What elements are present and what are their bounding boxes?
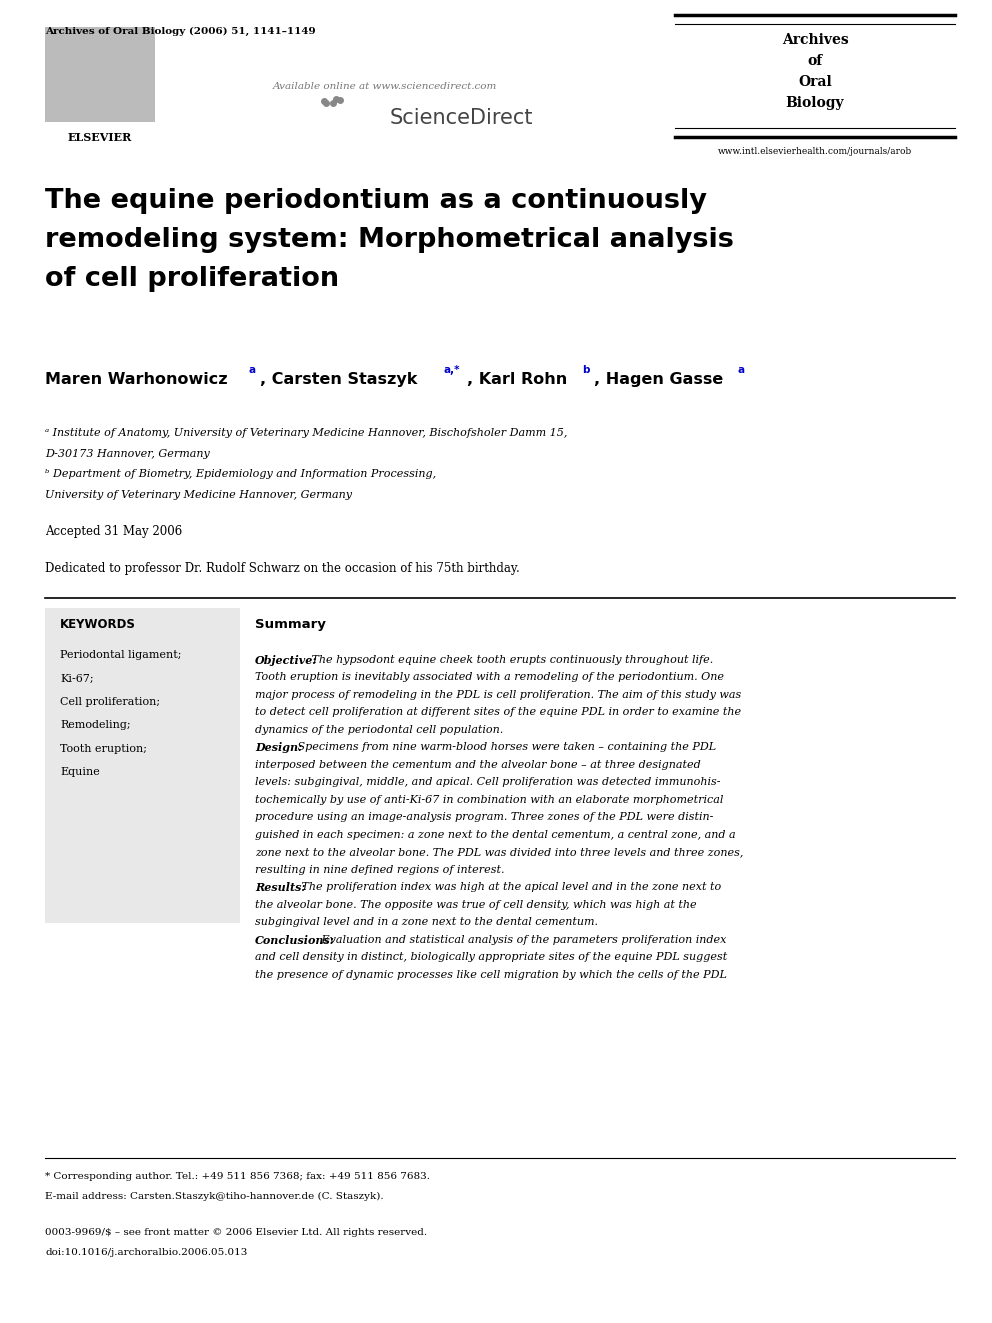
Text: the presence of dynamic processes like cell migration by which the cells of the : the presence of dynamic processes like c…	[255, 970, 727, 980]
Text: dynamics of the periodontal cell population.: dynamics of the periodontal cell populat…	[255, 725, 503, 736]
Text: and cell density in distinct, biologically appropriate sites of the equine PDL s: and cell density in distinct, biological…	[255, 953, 727, 963]
Text: ScienceDirect: ScienceDirect	[390, 108, 534, 128]
Text: Accepted 31 May 2006: Accepted 31 May 2006	[45, 525, 183, 538]
Text: Remodeling;: Remodeling;	[60, 721, 131, 730]
Text: Design:: Design:	[255, 742, 303, 754]
Text: procedure using an image-analysis program. Three zones of the PDL were distin-: procedure using an image-analysis progra…	[255, 812, 713, 823]
Text: Dedicated to professor Dr. Rudolf Schwarz on the occasion of his 75th birthday.: Dedicated to professor Dr. Rudolf Schwar…	[45, 562, 520, 576]
Text: D-30173 Hannover, Germany: D-30173 Hannover, Germany	[45, 448, 209, 459]
Text: Maren Warhonowicz: Maren Warhonowicz	[45, 372, 227, 388]
Text: Results:: Results:	[255, 882, 306, 893]
Text: interposed between the cementum and the alveolar bone – at three designated: interposed between the cementum and the …	[255, 759, 700, 770]
Text: , Hagen Gasse: , Hagen Gasse	[594, 372, 723, 388]
Text: subgingival level and in a zone next to the dental cementum.: subgingival level and in a zone next to …	[255, 917, 598, 927]
Text: Available online at www.sciencedirect.com: Available online at www.sciencedirect.co…	[273, 82, 497, 91]
Text: Periodontal ligament;: Periodontal ligament;	[60, 650, 182, 660]
Text: Biology: Biology	[786, 97, 844, 110]
Text: levels: subgingival, middle, and apical. Cell proliferation was detected immunoh: levels: subgingival, middle, and apical.…	[255, 778, 720, 787]
Text: resulting in nine defined regions of interest.: resulting in nine defined regions of int…	[255, 865, 505, 875]
Text: The hypsodont equine cheek tooth erupts continuously throughout life.: The hypsodont equine cheek tooth erupts …	[308, 655, 713, 665]
FancyBboxPatch shape	[45, 26, 155, 122]
Text: b: b	[582, 365, 589, 374]
Text: remodeling system: Morphometrical analysis: remodeling system: Morphometrical analys…	[45, 228, 734, 253]
Text: major process of remodeling in the PDL is cell proliferation. The aim of this st: major process of remodeling in the PDL i…	[255, 691, 741, 700]
Text: The equine periodontium as a continuously: The equine periodontium as a continuousl…	[45, 188, 707, 214]
Text: Cell proliferation;: Cell proliferation;	[60, 697, 160, 706]
Text: University of Veterinary Medicine Hannover, Germany: University of Veterinary Medicine Hannov…	[45, 490, 352, 500]
Text: a,*: a,*	[443, 365, 459, 374]
Text: tochemically by use of anti-Ki-67 in combination with an elaborate morphometrica: tochemically by use of anti-Ki-67 in com…	[255, 795, 723, 804]
Text: ELSEVIER: ELSEVIER	[67, 132, 132, 143]
Text: Objective:: Objective:	[255, 655, 317, 665]
Text: ᵇ Department of Biometry, Epidemiology and Information Processing,: ᵇ Department of Biometry, Epidemiology a…	[45, 468, 436, 479]
Text: The proliferation index was high at the apical level and in the zone next to: The proliferation index was high at the …	[299, 882, 721, 893]
Text: Conclusions:: Conclusions:	[255, 935, 335, 946]
Text: E-mail address: Carsten.Staszyk@tiho-hannover.de (C. Staszyk).: E-mail address: Carsten.Staszyk@tiho-han…	[45, 1192, 384, 1201]
Text: guished in each specimen: a zone next to the dental cementum, a central zone, an: guished in each specimen: a zone next to…	[255, 830, 736, 840]
Text: , Carsten Staszyk: , Carsten Staszyk	[260, 372, 418, 388]
Text: Summary: Summary	[255, 618, 326, 631]
Text: Equine: Equine	[60, 767, 100, 778]
FancyBboxPatch shape	[45, 609, 240, 923]
Text: a: a	[737, 365, 744, 374]
Text: of cell proliferation: of cell proliferation	[45, 266, 339, 292]
Text: Tooth eruption is inevitably associated with a remodeling of the periodontium. O: Tooth eruption is inevitably associated …	[255, 672, 724, 683]
Text: Oral: Oral	[799, 75, 832, 89]
Text: www.intl.elsevierhealth.com/journals/arob: www.intl.elsevierhealth.com/journals/aro…	[718, 147, 912, 156]
Text: zone next to the alveolar bone. The PDL was divided into three levels and three : zone next to the alveolar bone. The PDL …	[255, 848, 743, 857]
Text: Tooth eruption;: Tooth eruption;	[60, 744, 147, 754]
Text: to detect cell proliferation at different sites of the equine PDL in order to ex: to detect cell proliferation at differen…	[255, 708, 741, 717]
Text: Archives: Archives	[782, 33, 848, 48]
Text: Specimens from nine warm-blood horses were taken – containing the PDL: Specimens from nine warm-blood horses we…	[294, 742, 715, 753]
Text: * Corresponding author. Tel.: +49 511 856 7368; fax: +49 511 856 7683.: * Corresponding author. Tel.: +49 511 85…	[45, 1172, 430, 1181]
Text: Archives of Oral Biology (2006) 51, 1141–1149: Archives of Oral Biology (2006) 51, 1141…	[45, 26, 315, 36]
Text: of: of	[807, 54, 822, 67]
Text: ᵃ Institute of Anatomy, University of Veterinary Medicine Hannover, Bischofshole: ᵃ Institute of Anatomy, University of Ve…	[45, 429, 567, 438]
Text: the alveolar bone. The opposite was true of cell density, which was high at the: the alveolar bone. The opposite was true…	[255, 900, 696, 910]
Text: doi:10.1016/j.archoralbio.2006.05.013: doi:10.1016/j.archoralbio.2006.05.013	[45, 1248, 247, 1257]
Text: a: a	[248, 365, 255, 374]
Text: , Karl Rohn: , Karl Rohn	[467, 372, 567, 388]
Text: 0003-9969/$ – see front matter © 2006 Elsevier Ltd. All rights reserved.: 0003-9969/$ – see front matter © 2006 El…	[45, 1228, 428, 1237]
Text: KEYWORDS: KEYWORDS	[60, 618, 136, 631]
Text: Ki-67;: Ki-67;	[60, 673, 93, 684]
Text: Evaluation and statistical analysis of the parameters proliferation index: Evaluation and statistical analysis of t…	[317, 935, 726, 945]
